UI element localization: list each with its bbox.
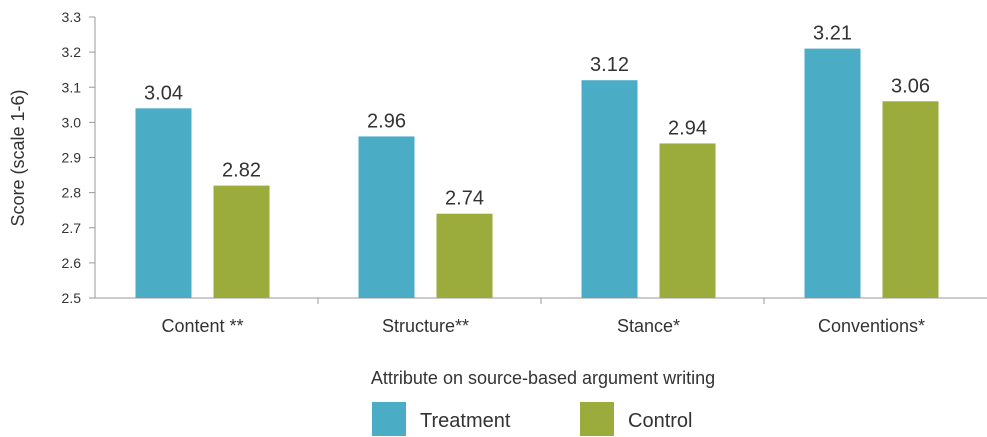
data-label: 3.06 — [891, 75, 930, 97]
data-label: 2.96 — [367, 110, 406, 132]
x-tick-label: Stance* — [617, 316, 680, 336]
bar-treatment — [804, 48, 861, 298]
legend-label-treatment: Treatment — [420, 410, 511, 432]
x-axis: Content ** Structure** Stance* Conventions* — [95, 297, 987, 336]
data-label: 3.21 — [813, 23, 852, 45]
y-axis: 2.5 2.6 2.7 2.8 2.9 3.0 3.1 3.2 3.3 — [62, 9, 96, 306]
x-tick-label: Conventions* — [818, 316, 925, 336]
data-label: 2.74 — [445, 188, 484, 210]
bar-treatment — [581, 80, 638, 298]
y-tick-label: 2.6 — [62, 255, 82, 271]
y-tick-label: 2.7 — [62, 220, 82, 236]
x-tick-label: Structure** — [382, 316, 469, 336]
y-tick-label: 3.0 — [62, 114, 82, 130]
bar-treatment — [135, 108, 192, 298]
x-axis-title: Attribute on source-based argument writi… — [371, 368, 715, 388]
data-label: 2.94 — [668, 117, 707, 139]
legend-swatch-treatment — [372, 402, 406, 436]
y-tick-label: 2.9 — [62, 150, 82, 166]
bar-treatment — [358, 136, 415, 298]
y-axis-title: Score (scale 1-6) — [8, 89, 28, 226]
x-tick-label: Content ** — [161, 316, 243, 336]
bar-control — [882, 101, 939, 298]
bar-control — [213, 185, 270, 298]
data-label: 3.12 — [590, 54, 629, 76]
y-tick-label: 3.3 — [62, 9, 82, 25]
data-label: 2.82 — [222, 160, 261, 182]
bar-control — [436, 213, 493, 298]
y-tick-label: 2.5 — [62, 290, 82, 306]
data-label: 3.04 — [144, 82, 183, 104]
legend-label-control: Control — [628, 410, 692, 432]
legend: Treatment Control — [372, 402, 692, 436]
y-tick-label: 3.1 — [62, 79, 82, 95]
bars — [135, 48, 939, 298]
data-labels: 3.04 2.82 2.96 2.74 3.12 2.94 3.21 3.06 — [144, 23, 930, 210]
legend-swatch-control — [580, 402, 614, 436]
bar-control — [659, 143, 716, 298]
y-tick-label: 3.2 — [62, 44, 82, 60]
y-tick-label: 2.8 — [62, 185, 82, 201]
